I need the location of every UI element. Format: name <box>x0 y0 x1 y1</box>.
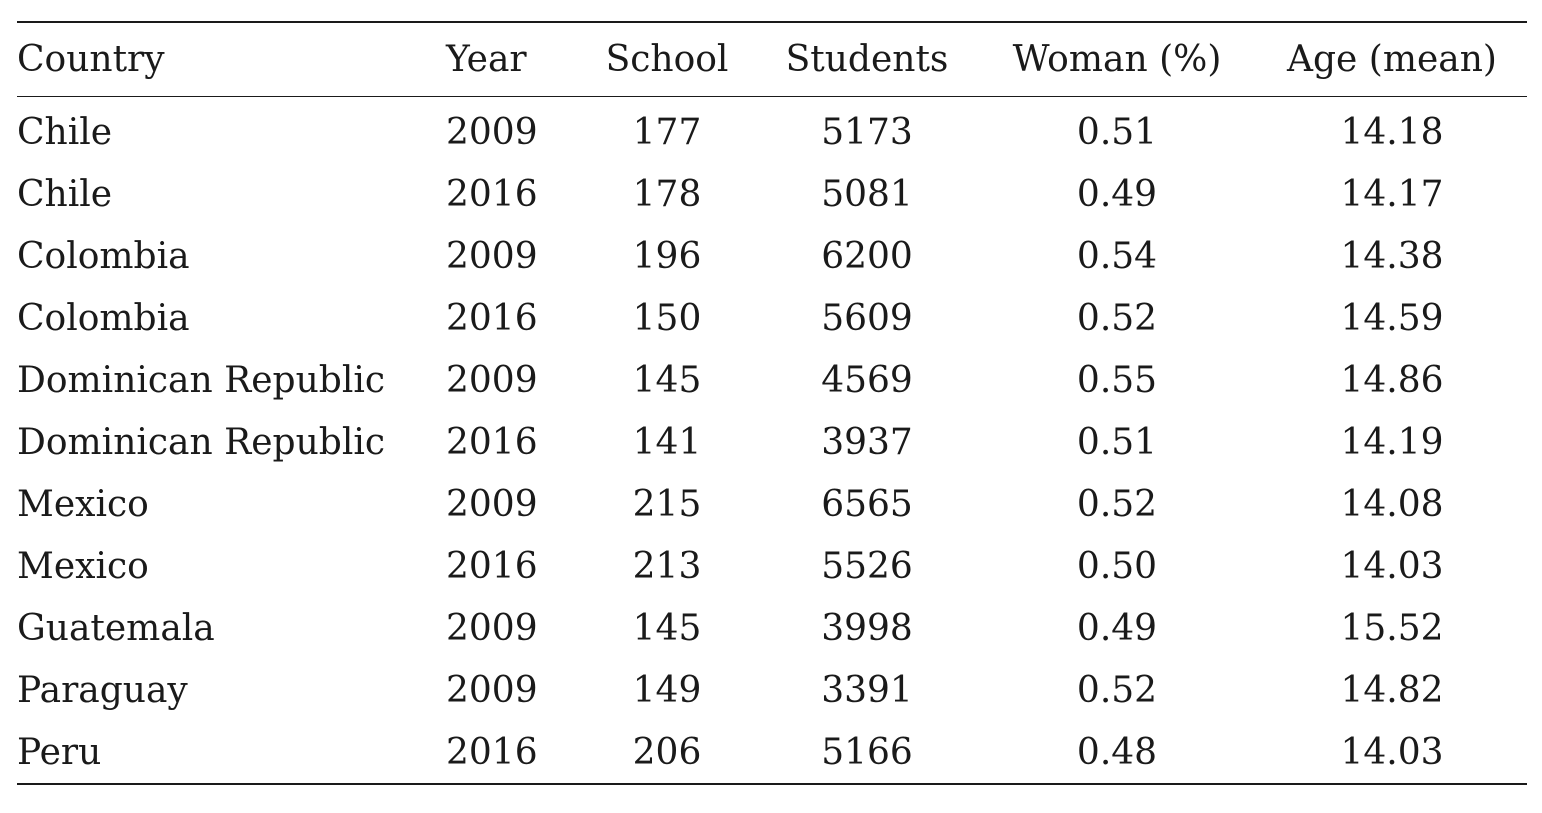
cell-year: 2016 <box>446 297 538 339</box>
summary-table: Country Year School Students Woman (%) A… <box>17 21 1527 785</box>
table-header: Country Year School Students Woman (%) A… <box>17 22 1527 97</box>
cell-students: 5609 <box>821 297 913 339</box>
cell-year: 2016 <box>446 731 538 773</box>
cell-year: 2009 <box>446 235 538 277</box>
header-row: Country Year School Students Woman (%) A… <box>17 22 1527 97</box>
cell-students: 5081 <box>821 173 913 215</box>
cell-country: Chile <box>17 111 113 153</box>
cell-year: 2016 <box>446 173 538 215</box>
table-body: Chile 2009 177 5173 0.51 14.18 Chile 2016 178 508… <box>17 97 1527 784</box>
cell-age-mean: 14.86 <box>1340 359 1444 401</box>
cell-woman-pct: 0.52 <box>1076 297 1158 339</box>
cell-students: 6200 <box>821 235 913 277</box>
cell-woman-pct: 0.50 <box>1076 545 1158 587</box>
table-row: Paraguay 2009 149 3391 0.52 14.82 <box>17 659 1527 721</box>
cell-students: 5173 <box>821 111 913 153</box>
cell-woman-pct: 0.52 <box>1076 669 1158 711</box>
cell-year: 2009 <box>446 669 538 711</box>
cell-school: 196 <box>632 235 702 277</box>
cell-school: 141 <box>632 421 702 463</box>
cell-country: Dominican Republic <box>17 359 386 401</box>
cell-year: 2016 <box>446 421 538 463</box>
cell-students: 4569 <box>821 359 913 401</box>
cell-school: 145 <box>632 359 702 401</box>
cell-country: Mexico <box>17 483 149 525</box>
cell-woman-pct: 0.51 <box>1076 421 1158 463</box>
cell-woman-pct: 0.49 <box>1076 607 1158 649</box>
table-row: Colombia 2009 196 6200 0.54 14.38 <box>17 225 1527 287</box>
table-row: Mexico 2016 213 5526 0.50 14.03 <box>17 535 1527 597</box>
table-row: Colombia 2016 150 5609 0.52 14.59 <box>17 287 1527 349</box>
cell-age-mean: 14.17 <box>1340 173 1444 215</box>
cell-students: 3998 <box>821 607 913 649</box>
cell-school: 213 <box>632 545 702 587</box>
cell-year: 2009 <box>446 359 538 401</box>
cell-age-mean: 14.08 <box>1340 483 1444 525</box>
cell-age-mean: 14.38 <box>1340 235 1444 277</box>
cell-age-mean: 14.59 <box>1340 297 1444 339</box>
table-row: Mexico 2009 215 6565 0.52 14.08 <box>17 473 1527 535</box>
cell-country: Peru <box>17 731 102 773</box>
cell-school: 149 <box>632 669 702 711</box>
cell-country: Paraguay <box>17 669 188 711</box>
cell-year: 2016 <box>446 545 538 587</box>
cell-year: 2009 <box>446 483 538 525</box>
table-row: Dominican Republic 2009 145 4569 0.55 14.86 <box>17 349 1527 411</box>
cell-school: 145 <box>632 607 702 649</box>
cell-school: 177 <box>632 111 702 153</box>
cell-woman-pct: 0.49 <box>1076 173 1158 215</box>
cell-age-mean: 14.03 <box>1340 545 1444 587</box>
cell-students: 3937 <box>821 421 913 463</box>
cell-age-mean: 14.18 <box>1340 111 1444 153</box>
cell-students: 3391 <box>821 669 913 711</box>
cell-woman-pct: 0.48 <box>1076 731 1158 773</box>
cell-school: 150 <box>632 297 702 339</box>
cell-country: Chile <box>17 173 113 215</box>
header-students: Students <box>785 39 949 80</box>
cell-country: Colombia <box>17 297 190 339</box>
cell-students: 6565 <box>821 483 913 525</box>
cell-year: 2009 <box>446 111 538 153</box>
table-row: Dominican Republic 2016 141 3937 0.51 14.19 <box>17 411 1527 473</box>
cell-country: Dominican Republic <box>17 421 386 463</box>
cell-woman-pct: 0.54 <box>1076 235 1158 277</box>
table-row: Chile 2016 178 5081 0.49 14.17 <box>17 163 1527 225</box>
cell-age-mean: 14.19 <box>1340 421 1444 463</box>
header-woman-pct: Woman (%) <box>1012 39 1222 80</box>
cell-school: 206 <box>632 731 702 773</box>
cell-age-mean: 15.52 <box>1340 607 1444 649</box>
cell-school: 178 <box>632 173 702 215</box>
cell-woman-pct: 0.51 <box>1076 111 1158 153</box>
cell-country: Mexico <box>17 545 149 587</box>
table-row: Peru 2016 206 5166 0.48 14.03 <box>17 721 1527 784</box>
header-country: Country <box>17 39 165 80</box>
cell-year: 2009 <box>446 607 538 649</box>
cell-school: 215 <box>632 483 702 525</box>
cell-age-mean: 14.03 <box>1340 731 1444 773</box>
header-school: School <box>605 39 729 80</box>
header-year: Year <box>446 39 527 80</box>
cell-woman-pct: 0.52 <box>1076 483 1158 525</box>
cell-students: 5166 <box>821 731 913 773</box>
table-row: Chile 2009 177 5173 0.51 14.18 <box>17 97 1527 164</box>
table-row: Guatemala 2009 145 3998 0.49 15.52 <box>17 597 1527 659</box>
cell-students: 5526 <box>821 545 913 587</box>
table-container: Country Year School Students Woman (%) A… <box>17 21 1527 785</box>
cell-age-mean: 14.82 <box>1340 669 1444 711</box>
header-age-mean: Age (mean) <box>1287 39 1497 80</box>
cell-country: Colombia <box>17 235 190 277</box>
cell-country: Guatemala <box>17 607 215 649</box>
cell-woman-pct: 0.55 <box>1076 359 1158 401</box>
